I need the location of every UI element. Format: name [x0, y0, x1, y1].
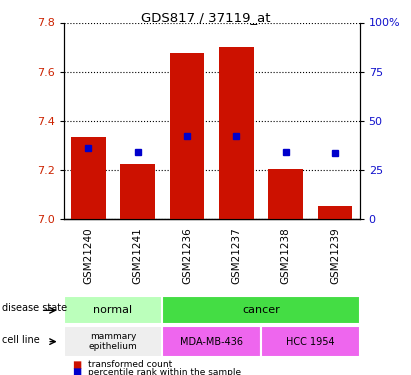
Bar	[120, 164, 155, 219]
Text: cell line: cell line	[2, 335, 40, 345]
Text: GSM21238: GSM21238	[281, 227, 291, 284]
Text: GSM21241: GSM21241	[133, 227, 143, 284]
Bar	[170, 53, 204, 219]
Text: MDA-MB-436: MDA-MB-436	[180, 337, 243, 346]
Text: GSM21240: GSM21240	[83, 227, 93, 284]
Text: HCC 1954: HCC 1954	[286, 337, 335, 346]
Bar	[268, 169, 303, 219]
Bar	[261, 326, 360, 357]
Text: ■: ■	[72, 360, 81, 370]
Bar	[71, 137, 106, 219]
Bar	[64, 296, 162, 324]
Bar	[318, 206, 352, 219]
Bar	[64, 326, 162, 357]
Text: cancer: cancer	[242, 305, 280, 315]
Text: mammary
epithelium: mammary epithelium	[89, 332, 137, 351]
Text: GSM21237: GSM21237	[231, 227, 241, 284]
Bar	[219, 47, 254, 219]
Text: disease state: disease state	[2, 303, 67, 313]
Text: ■: ■	[72, 368, 81, 375]
Text: percentile rank within the sample: percentile rank within the sample	[88, 368, 241, 375]
Text: GDS817 / 37119_at: GDS817 / 37119_at	[141, 11, 270, 24]
Text: GSM21236: GSM21236	[182, 227, 192, 284]
Text: normal: normal	[93, 305, 133, 315]
Bar	[162, 296, 360, 324]
Bar	[162, 326, 261, 357]
Text: transformed count: transformed count	[88, 360, 172, 369]
Text: GSM21239: GSM21239	[330, 227, 340, 284]
